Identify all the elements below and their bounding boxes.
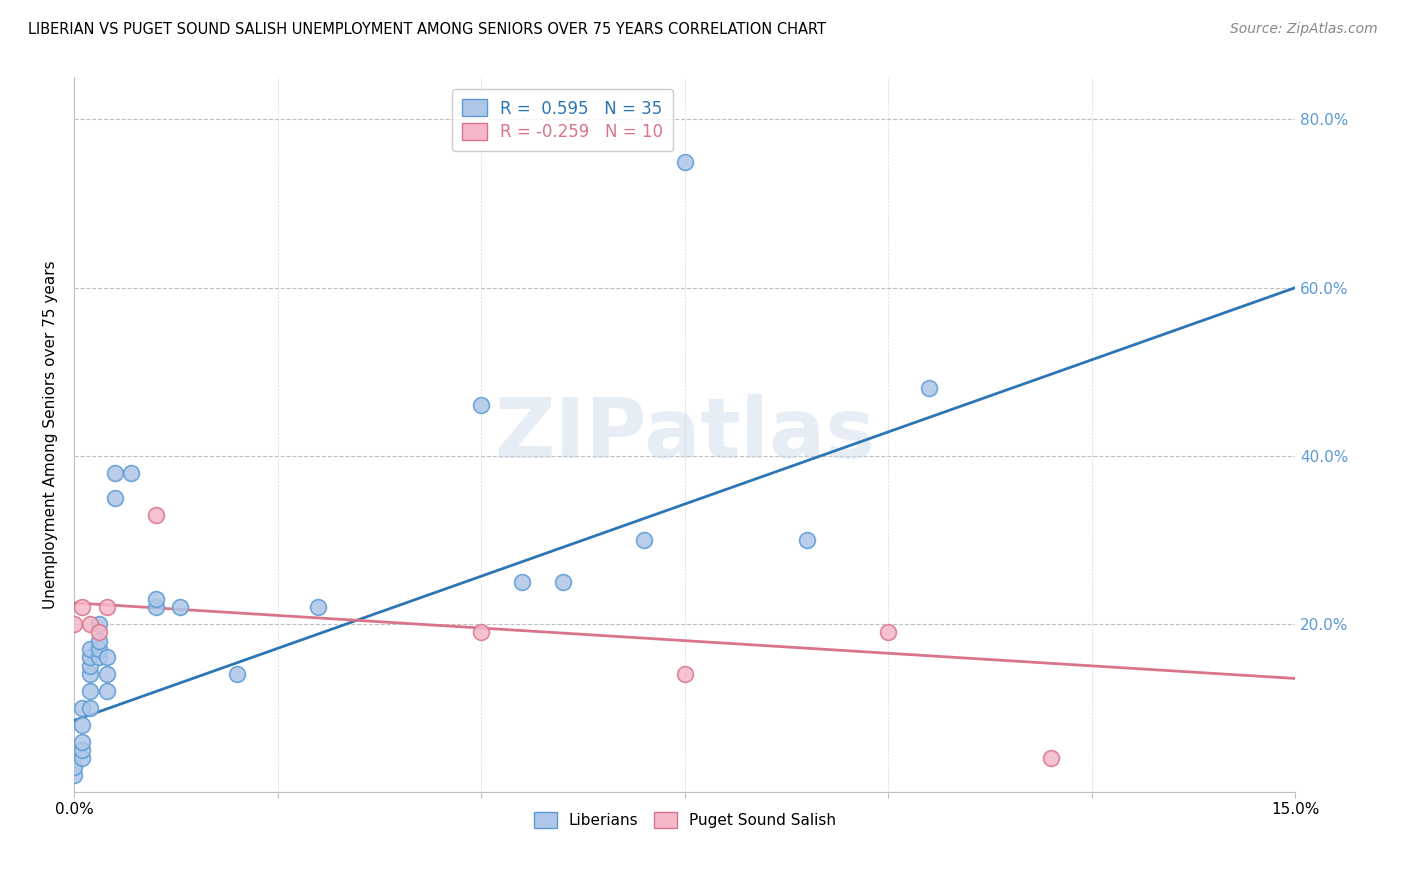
Point <box>70 751 93 765</box>
Point <box>169 600 191 615</box>
Point <box>63 616 86 631</box>
Legend: Liberians, Puget Sound Salish: Liberians, Puget Sound Salish <box>527 806 842 834</box>
Point <box>79 701 101 715</box>
Point <box>79 642 101 657</box>
Point <box>510 574 533 589</box>
Point <box>79 650 101 665</box>
Point <box>87 650 110 665</box>
Point <box>226 667 249 681</box>
Point <box>79 616 101 631</box>
Point <box>104 466 127 480</box>
Point <box>104 491 127 505</box>
Text: Source: ZipAtlas.com: Source: ZipAtlas.com <box>1230 22 1378 37</box>
Point <box>673 154 696 169</box>
Point <box>70 717 93 731</box>
Point <box>70 600 93 615</box>
Point <box>918 382 941 396</box>
Point <box>79 667 101 681</box>
Point <box>70 734 93 748</box>
Y-axis label: Unemployment Among Seniors over 75 years: Unemployment Among Seniors over 75 years <box>44 260 58 609</box>
Point <box>96 650 118 665</box>
Point <box>877 625 900 640</box>
Point <box>633 533 655 547</box>
Point <box>87 633 110 648</box>
Point <box>1040 751 1063 765</box>
Point <box>79 658 101 673</box>
Point <box>87 625 110 640</box>
Point <box>145 591 167 606</box>
Point <box>145 508 167 522</box>
Point <box>307 600 329 615</box>
Point <box>70 743 93 757</box>
Text: LIBERIAN VS PUGET SOUND SALISH UNEMPLOYMENT AMONG SENIORS OVER 75 YEARS CORRELAT: LIBERIAN VS PUGET SOUND SALISH UNEMPLOYM… <box>28 22 827 37</box>
Point <box>96 684 118 698</box>
Point <box>63 768 86 782</box>
Point <box>87 616 110 631</box>
Point <box>96 600 118 615</box>
Point <box>96 667 118 681</box>
Point <box>796 533 818 547</box>
Point <box>145 600 167 615</box>
Point <box>87 642 110 657</box>
Point <box>120 466 142 480</box>
Text: ZIPatlas: ZIPatlas <box>495 394 876 475</box>
Point <box>63 760 86 774</box>
Point <box>79 684 101 698</box>
Point <box>470 398 492 412</box>
Point <box>70 701 93 715</box>
Point <box>551 574 574 589</box>
Point <box>470 625 492 640</box>
Point <box>673 667 696 681</box>
